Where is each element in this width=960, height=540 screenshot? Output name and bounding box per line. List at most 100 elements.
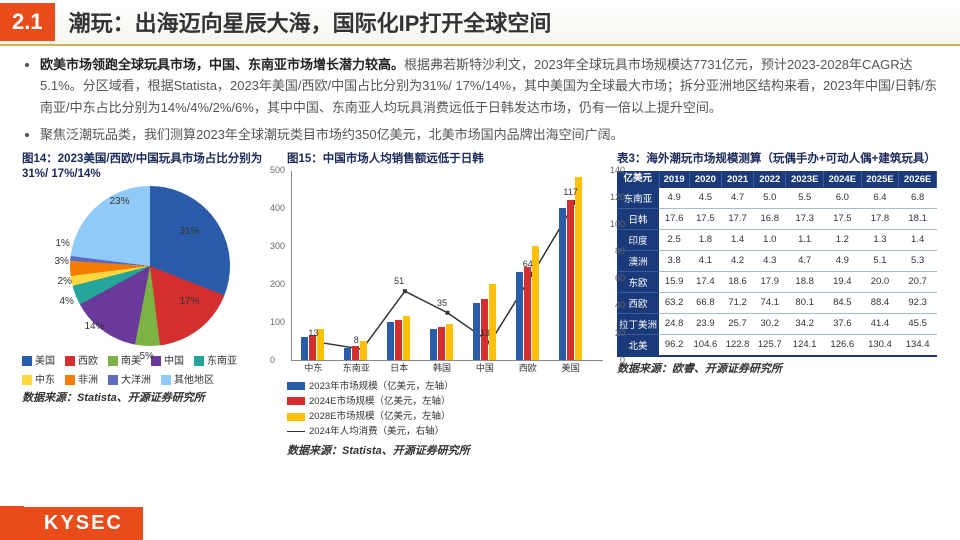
y2-tick: 140 bbox=[610, 165, 625, 175]
slide-header: 2.1 潮玩：出海迈向星辰大海，国际化IP打开全球空间 bbox=[0, 0, 960, 46]
bar-group bbox=[559, 177, 582, 359]
y2-tick: 0 bbox=[620, 355, 625, 365]
logo-text: KYSEC bbox=[24, 507, 143, 540]
x-label: 中国 bbox=[476, 361, 494, 374]
slide-body: 欧美市场领跑全球玩具市场，中国、东南亚市场增长潜力较高。根据弗若斯特沙利文，20… bbox=[0, 46, 960, 462]
legend-item: 2024年人均消费（美元，右轴） bbox=[287, 424, 607, 439]
bullet-item: 欧美市场领跑全球玩具市场，中国、东南亚市场增长潜力较高。根据弗若斯特沙利文，20… bbox=[40, 54, 938, 118]
bar bbox=[395, 320, 402, 360]
bar bbox=[309, 335, 316, 360]
pie-slice-label: 17% bbox=[180, 296, 200, 307]
figure-14: 图14：2023美国/西欧/中国玩具市场占比分别为31%/ 17%/14% 31… bbox=[22, 152, 277, 459]
line-value: 8 bbox=[354, 335, 359, 345]
pie-slice-label: 5% bbox=[140, 351, 154, 362]
y-tick: 400 bbox=[270, 203, 285, 213]
legend-item: 2028E市场规模（亿美元，左轴） bbox=[287, 409, 607, 424]
bar bbox=[438, 327, 445, 359]
legend-item: 中东 bbox=[22, 371, 55, 386]
bar-group bbox=[430, 324, 453, 360]
bar bbox=[524, 267, 531, 360]
bar bbox=[387, 322, 394, 360]
bullet-item: 聚焦泛潮玩品类，我们测算2023年全球潮玩类目市场约350亿美元，北美市场国内品… bbox=[40, 124, 938, 145]
y-tick: 200 bbox=[270, 279, 285, 289]
legend-item: 2024E市场规模（亿美元，左轴） bbox=[287, 394, 607, 409]
pie-slice-label: 31% bbox=[180, 226, 200, 237]
bar bbox=[446, 324, 453, 360]
fig14-title: 图14：2023美国/西欧/中国玩具市场占比分别为31%/ 17%/14% bbox=[22, 152, 277, 182]
pie-slice-label: 14% bbox=[85, 321, 105, 332]
fig14-source: 数据来源：Statista、开源证券研究所 bbox=[22, 389, 277, 405]
pie-slice-label: 1% bbox=[56, 238, 70, 249]
bar-chart: 0100200300400500020406080100120140中东13东南… bbox=[291, 171, 603, 361]
tab3-source: 数据来源：欧睿、开源证券研究所 bbox=[617, 360, 937, 376]
x-label: 韩国 bbox=[433, 361, 451, 374]
table-row: 拉丁美洲24.823.925.730.234.237.641.445.5 bbox=[617, 313, 937, 334]
bar bbox=[575, 177, 582, 359]
line-value: 13 bbox=[308, 328, 318, 338]
bar bbox=[301, 337, 308, 360]
table-row: 日韩17.617.517.716.817.317.517.818.1 bbox=[617, 208, 937, 229]
y2-tick: 60 bbox=[615, 273, 625, 283]
bar bbox=[473, 303, 480, 360]
line-value: 64 bbox=[523, 259, 533, 269]
legend-item: 非洲 bbox=[65, 371, 98, 386]
figure-15: 图15：中国市场人均销售额远低于日韩 010020030040050002040… bbox=[287, 152, 607, 459]
pie-slice-label: 3% bbox=[55, 256, 69, 267]
y2-tick: 120 bbox=[610, 192, 625, 202]
bar-group bbox=[387, 316, 410, 360]
line-value: 117 bbox=[563, 187, 577, 197]
bar bbox=[360, 341, 367, 360]
legend-item: 美国 bbox=[22, 352, 55, 367]
legend-item: 东南亚 bbox=[194, 352, 237, 367]
bar bbox=[489, 284, 496, 360]
bar bbox=[559, 208, 566, 360]
x-label: 日本 bbox=[390, 361, 408, 374]
y-tick: 300 bbox=[270, 241, 285, 251]
table-row: 印度2.51.81.41.01.11.21.31.4 bbox=[617, 229, 937, 250]
logo-accent bbox=[0, 506, 24, 540]
table-row: 北美96.2104.6122.8125.7124.1126.6130.4134.… bbox=[617, 334, 937, 356]
bullet-list: 欧美市场领跑全球玩具市场，中国、东南亚市场增长潜力较高。根据弗若斯特沙利文，20… bbox=[22, 54, 938, 146]
y-tick: 500 bbox=[270, 165, 285, 175]
fig15-source: 数据来源：Statista、开源证券研究所 bbox=[287, 442, 607, 458]
legend-item: 2023年市场规模（亿美元，左轴） bbox=[287, 379, 607, 394]
legend-item: 其他地区 bbox=[161, 371, 214, 386]
fig15-title: 图15：中国市场人均销售额远低于日韩 bbox=[287, 152, 607, 167]
y-tick: 100 bbox=[270, 317, 285, 327]
bar bbox=[532, 246, 539, 360]
y2-tick: 80 bbox=[615, 246, 625, 256]
slide-title: 潮玩：出海迈向星辰大海，国际化IP打开全球空间 bbox=[55, 0, 566, 44]
y2-tick: 100 bbox=[610, 219, 625, 229]
tab3-title: 表3：海外潮玩市场规模测算（玩偶手办+可动人偶+建筑玩具） bbox=[617, 152, 937, 167]
pie-slice-label: 4% bbox=[60, 296, 74, 307]
legend-item: 大洋洲 bbox=[108, 371, 151, 386]
footer-logo: KYSEC bbox=[0, 506, 143, 540]
table-3: 表3：海外潮玩市场规模测算（玩偶手办+可动人偶+建筑玩具） 亿美元2019202… bbox=[617, 152, 937, 459]
table-row: 东南亚4.94.54.75.05.56.06.46.8 bbox=[617, 188, 937, 209]
legend-item: 中国 bbox=[151, 352, 184, 367]
x-label: 东南亚 bbox=[343, 361, 370, 374]
legend-item: 西欧 bbox=[65, 352, 98, 367]
legend-item: 南美 bbox=[108, 352, 141, 367]
bar bbox=[567, 200, 574, 360]
table-header-row: 亿美元20192020202120222023E2024E2025E2026E bbox=[617, 171, 937, 188]
bar bbox=[516, 272, 523, 359]
line-value: 13 bbox=[480, 328, 490, 338]
table-row: 澳洲3.84.14.24.34.74.95.15.3 bbox=[617, 250, 937, 271]
pie-slice-label: 23% bbox=[110, 196, 130, 207]
table-row: 西欧63.266.871.274.180.184.588.492.3 bbox=[617, 292, 937, 313]
pie-chart: 31%17%5%14%4%2%3%1%23% bbox=[70, 186, 230, 346]
y2-tick: 20 bbox=[615, 328, 625, 338]
section-number: 2.1 bbox=[0, 3, 55, 41]
bar-legend: 2023年市场规模（亿美元，左轴）2024E市场规模（亿美元，左轴）2028E市… bbox=[287, 379, 607, 440]
line-value: 35 bbox=[437, 298, 447, 308]
data-table: 亿美元20192020202120222023E2024E2025E2026E东… bbox=[617, 171, 937, 357]
table-row: 东欧15.917.418.617.918.819.420.020.7 bbox=[617, 271, 937, 292]
pie-slice-label: 2% bbox=[58, 276, 72, 287]
x-label: 美国 bbox=[562, 361, 580, 374]
bar bbox=[344, 348, 351, 359]
line-value: 51 bbox=[394, 276, 404, 286]
x-label: 西欧 bbox=[519, 361, 537, 374]
bar bbox=[430, 329, 437, 359]
bar bbox=[317, 329, 324, 359]
